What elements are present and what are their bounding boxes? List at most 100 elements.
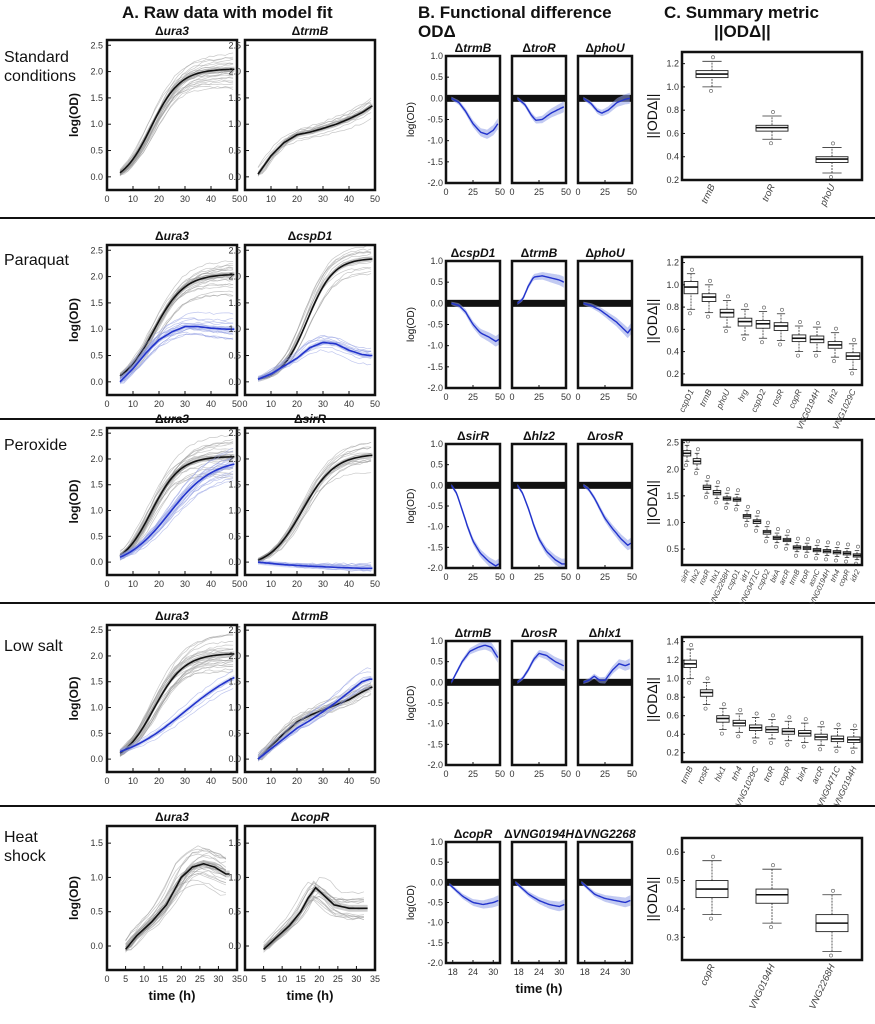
outlier-point bbox=[844, 559, 848, 564]
y-tick-label: -1.0 bbox=[427, 136, 443, 146]
y-tick-label: 0.0 bbox=[90, 377, 103, 387]
header-a: A. Raw data with model fit bbox=[122, 3, 333, 22]
difference-line bbox=[516, 484, 565, 565]
y-tick-label: 2.0 bbox=[228, 272, 241, 282]
axes-frame bbox=[576, 54, 634, 185]
y-tick-label: 0.0 bbox=[90, 557, 103, 567]
x-tick-label: 18 bbox=[514, 967, 524, 977]
panel-title-gene: trmB bbox=[529, 246, 557, 260]
panel-title-gene: ura3 bbox=[164, 810, 190, 824]
raw-trace bbox=[119, 459, 234, 555]
y-tick-label: 0.5 bbox=[430, 277, 443, 287]
y-tick-label: 0.5 bbox=[430, 857, 443, 867]
y-tick-label: -0.5 bbox=[427, 898, 443, 908]
panel-title-prefix: Δ bbox=[451, 246, 460, 260]
panel-title: Δhlx1 bbox=[589, 626, 622, 640]
panel-title: Δura3 bbox=[155, 810, 189, 824]
panel-title: ΔtrmB bbox=[455, 626, 492, 640]
y-tick-label: 0.2 bbox=[666, 175, 679, 185]
axes-frame bbox=[105, 38, 239, 192]
outlier-point bbox=[780, 307, 784, 312]
x-tick-label: 50 bbox=[495, 769, 505, 779]
panel-title: ΔsirR bbox=[294, 412, 326, 426]
raw-trace bbox=[119, 470, 234, 560]
row-label-line: Paraquat bbox=[4, 252, 69, 269]
y-tick-label: -1.0 bbox=[427, 719, 443, 729]
raw-trace bbox=[257, 349, 372, 379]
x-tick-label: 30 bbox=[554, 967, 564, 977]
x-tick-label: 5 bbox=[261, 974, 266, 984]
row-separator bbox=[0, 805, 875, 807]
outlier-point bbox=[771, 863, 775, 868]
outlier-point bbox=[816, 321, 820, 326]
panel-title: ΔphoU bbox=[585, 41, 625, 55]
raw-trace bbox=[257, 447, 372, 561]
x-tick-label: 0 bbox=[242, 579, 247, 589]
x-tick-label: 0 bbox=[575, 392, 580, 402]
panel-title-prefix: Δ bbox=[455, 41, 464, 55]
x-tick-label: 40 bbox=[206, 194, 216, 204]
raw-trace bbox=[125, 849, 227, 948]
x-tick-label: 50 bbox=[495, 392, 505, 402]
x-tick-label: 30 bbox=[620, 967, 630, 977]
outlier-point bbox=[738, 707, 743, 712]
difference-confidence-band bbox=[583, 483, 631, 551]
y-tick-label: 0.5 bbox=[666, 544, 679, 554]
y-tick-label: 0.6 bbox=[666, 711, 679, 721]
y-tick-label: 0.5 bbox=[228, 907, 241, 917]
x-tick-label: 10 bbox=[266, 399, 276, 409]
axes-frame bbox=[680, 255, 864, 387]
x-tick-label: 50 bbox=[561, 572, 571, 582]
y-axis-label: log(OD) bbox=[67, 480, 81, 524]
y-tick-label: 1.0 bbox=[90, 872, 103, 882]
outlier-point bbox=[706, 314, 710, 319]
zero-reference-bar bbox=[512, 94, 566, 102]
row-label-line: Heat bbox=[4, 829, 38, 846]
raw-trace bbox=[119, 447, 234, 556]
panel-title-prefix: Δ bbox=[587, 429, 596, 443]
outlier-point bbox=[801, 744, 806, 749]
x-tick-label: 0 bbox=[443, 392, 448, 402]
model-fit-line bbox=[257, 454, 373, 562]
y-tick-label: 2.5 bbox=[228, 245, 241, 255]
y-tick-label: -1.0 bbox=[427, 918, 443, 928]
x-tick-label: 20 bbox=[154, 399, 164, 409]
x-tick-label: 15 bbox=[158, 974, 168, 984]
difference-line bbox=[450, 644, 499, 683]
outlier-point bbox=[846, 542, 850, 547]
difference-confidence-band bbox=[517, 96, 564, 124]
raw-trace bbox=[257, 452, 372, 560]
model-fit-line bbox=[124, 862, 230, 950]
panel-title: ΔrosR bbox=[587, 429, 623, 443]
y-tick-label: 0.5 bbox=[228, 146, 241, 156]
y-tick-label: 0.6 bbox=[666, 847, 679, 857]
x-tick-label: 24 bbox=[600, 967, 610, 977]
outlier-point bbox=[726, 487, 730, 492]
x-tick-label: 50 bbox=[370, 579, 380, 589]
raw-trace bbox=[257, 677, 372, 756]
raw-trace bbox=[263, 881, 364, 943]
row-label-line: Standard bbox=[4, 49, 69, 66]
box-category-label: trh4 bbox=[729, 764, 744, 782]
box-category-label: birA bbox=[794, 764, 810, 782]
y-tick-label: 1.5 bbox=[228, 93, 241, 103]
y-axis-label: ||ODΔ|| bbox=[644, 94, 660, 139]
raw-trace bbox=[119, 475, 234, 558]
model-fit-line bbox=[257, 341, 373, 380]
panel-title-prefix: Δ bbox=[585, 41, 594, 55]
raw-trace bbox=[119, 688, 234, 755]
x-tick-label: 25 bbox=[468, 187, 478, 197]
y-tick-label: 1.0 bbox=[430, 439, 443, 449]
y-tick-label: 1.0 bbox=[228, 324, 241, 334]
difference-line bbox=[448, 883, 499, 906]
panel-title: Δura3 bbox=[155, 412, 189, 426]
x-tick-label: 30 bbox=[213, 974, 223, 984]
box-category-label: phoU bbox=[818, 182, 838, 208]
y-tick-label: 0.5 bbox=[430, 72, 443, 82]
outlier-point bbox=[796, 536, 800, 541]
y-tick-label: 1.0 bbox=[228, 506, 241, 516]
outlier-point bbox=[724, 505, 728, 510]
y-tick-label: 1.0 bbox=[90, 703, 103, 713]
difference-confidence-band bbox=[517, 650, 564, 684]
box-category-label: hrg bbox=[736, 387, 750, 403]
